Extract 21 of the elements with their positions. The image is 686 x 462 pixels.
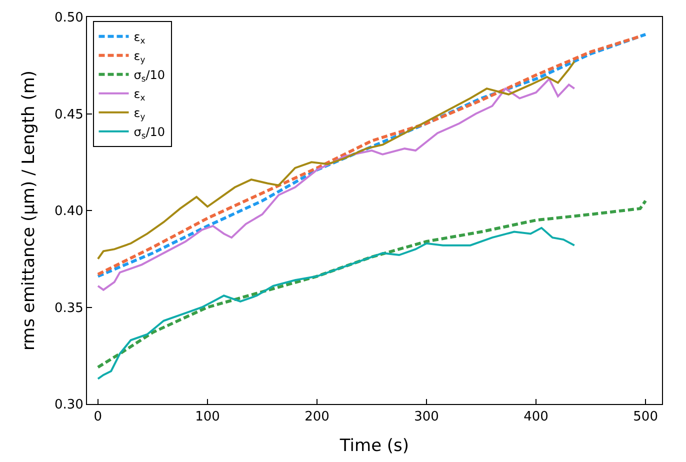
x-axis-title: Time (s): [338, 436, 410, 456]
line-series: [96, 199, 648, 369]
y-tick-label: 0.45: [54, 107, 84, 122]
legend-label: ε$_{x}$: [134, 87, 146, 103]
y-tick-label: 0.50: [54, 10, 84, 26]
x-tick-label: 400: [524, 410, 548, 425]
x-tick-label: 300: [414, 410, 439, 425]
legend-label: ε$_{x}$: [134, 30, 146, 46]
y-tick-label: 0.40: [54, 204, 84, 220]
y-axis-title: rms emittance (μm) / Length (m): [18, 70, 39, 351]
y-tick-label: 0.30: [54, 398, 84, 413]
x-tick-label: 500: [633, 410, 658, 425]
y-tick-label: 0.35: [54, 300, 84, 316]
legend-label: ε$_{y}$: [134, 49, 146, 65]
line-series: [96, 226, 576, 380]
legend-label: σ$_{s}$/10: [134, 68, 166, 84]
x-tick-label: 0: [94, 410, 102, 425]
x-tick-label: 200: [304, 410, 330, 425]
x-tick-label: 100: [195, 410, 220, 425]
legend-label: ε$_{y}$: [134, 106, 146, 122]
legend-label: σ$_{s}$/10: [134, 125, 166, 141]
